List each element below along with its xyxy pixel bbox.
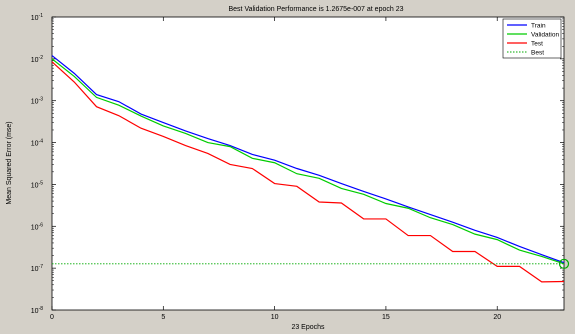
best-point-marker — [558, 258, 570, 269]
y-tick-exponent: -7 — [39, 264, 44, 270]
y-tick-label: 10-7 — [31, 264, 43, 273]
y-tick-label: 10-2 — [31, 55, 43, 64]
series-line-test — [51, 61, 565, 283]
y-tick-base: 10 — [31, 99, 39, 106]
chart-title: Best Validation Performance is 1.2675e-0… — [229, 6, 404, 13]
y-tick-base: 10 — [31, 57, 39, 64]
y-tick-label: 10-4 — [31, 139, 43, 148]
y-tick-base: 10 — [31, 141, 39, 148]
y-tick-label: 10-8 — [31, 306, 43, 315]
x-tick-label: 15 — [382, 314, 390, 321]
y-tick-base: 10 — [31, 224, 39, 231]
legend-label-train: Train — [531, 23, 546, 30]
y-tick-exponent: -3 — [39, 97, 44, 103]
y-tick-exponent: -8 — [39, 306, 44, 312]
y-tick-exponent: -6 — [39, 222, 44, 228]
best-marker-layer — [558, 258, 570, 269]
y-tick-base: 10 — [31, 308, 39, 315]
y-tick-exponent: -2 — [39, 55, 44, 61]
x-tick-label: 5 — [161, 314, 165, 321]
x-tick-label: 0 — [50, 314, 54, 321]
series-line-train — [51, 55, 565, 264]
legend-label-test: Test — [531, 41, 543, 48]
y-tick-exponent: -5 — [39, 180, 44, 186]
plot-area — [51, 16, 565, 311]
y-tick-label: 10-3 — [31, 97, 43, 106]
y-tick-base: 10 — [31, 182, 39, 189]
y-tick-base: 10 — [31, 266, 39, 273]
y-tick-exponent: -4 — [39, 139, 44, 145]
y-axis-label: Mean Squared Error (mse) — [6, 121, 13, 204]
legend-label-validation: Validation — [531, 32, 559, 39]
y-tick-exponent: -1 — [39, 13, 44, 19]
y-tick-label: 10-6 — [31, 222, 43, 231]
y-tick-label: 10-1 — [31, 13, 43, 22]
legend-label-best: Best — [531, 50, 544, 57]
y-tick-base: 10 — [31, 15, 39, 22]
y-tick-label: 10-5 — [31, 180, 43, 189]
x-axis-label: 23 Epochs — [291, 324, 325, 331]
x-tick-label: 20 — [493, 314, 501, 321]
legend: Train Validation Test Best — [502, 18, 562, 59]
series-line-validation — [51, 58, 565, 265]
series-lines — [51, 55, 565, 283]
x-tick-label: 10 — [271, 314, 279, 321]
